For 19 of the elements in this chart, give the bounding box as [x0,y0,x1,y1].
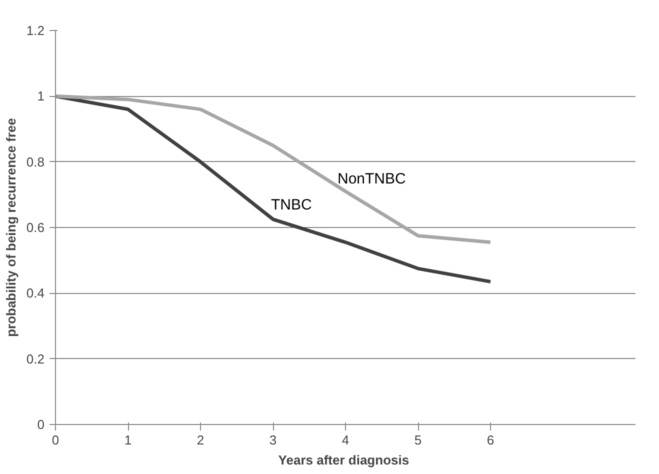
line-series [56,94,492,244]
series-label: TNBC [271,196,312,214]
series-label: NonTNBC [338,170,406,188]
y-tick-label: 1.2 [26,23,45,38]
y-tick-label: 0.2 [26,351,45,366]
y-tick-label: 0.6 [26,220,45,235]
y-tick-label: 0.4 [26,286,45,301]
x-tick-label: 2 [196,432,204,448]
x-axis-title: Years after diagnosis [278,452,410,468]
x-tick-label: 3 [269,432,277,448]
y-tick-label: 0 [37,417,45,432]
x-tick-label: 0 [52,432,60,448]
x-tick-label: 5 [414,432,422,448]
x-tick-label: 6 [486,432,494,448]
x-tick-label: 1 [124,432,132,448]
y-axis-title: probability of being recurrence free [3,118,18,337]
y-tick-label: 0.8 [26,154,45,170]
y-tick-label: 1 [37,88,45,104]
x-tick-label: 4 [342,432,350,448]
